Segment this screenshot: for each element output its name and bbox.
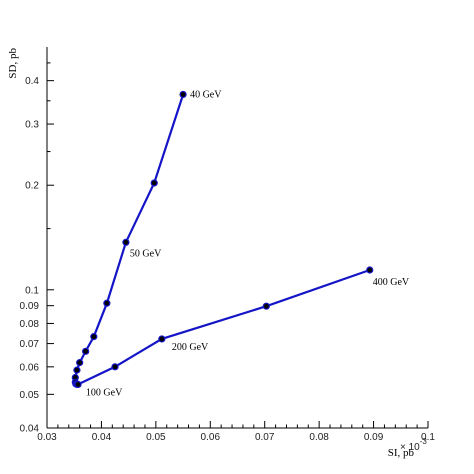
data-point (158, 335, 166, 343)
data-point (122, 238, 130, 246)
point-annotation: 400 GeV (373, 277, 410, 288)
point-labels: 40 GeV 50 GeV 100 GeV 200 GeV 400 GeV (86, 89, 410, 398)
y-tick-label: 0.3 (25, 120, 39, 131)
x-axis-multiplier-base: × 10 (400, 442, 420, 453)
x-tick-label: 0.1 (421, 432, 435, 443)
data-point (74, 380, 82, 389)
x-tick-label: 0.03 (37, 432, 57, 443)
data-point (262, 302, 270, 310)
data-point (150, 179, 158, 187)
data-point (82, 347, 90, 355)
series-group (71, 90, 374, 389)
data-point (111, 363, 119, 371)
y-tick-label: 0.09 (20, 301, 40, 312)
x-tick-label: 0.04 (92, 432, 112, 443)
data-point (103, 299, 111, 307)
y-axis-label: SD, pb (7, 48, 19, 79)
y-tick-label: 0.08 (20, 319, 40, 330)
y-tick-label: 0.05 (20, 390, 40, 401)
point-annotation: 50 GeV (130, 248, 162, 259)
x-tick-label: 0.08 (309, 432, 329, 443)
data-point (179, 90, 187, 99)
point-annotation: 100 GeV (86, 387, 123, 398)
y-tick-label: 0.04 (20, 424, 40, 435)
y-tick-label: 0.06 (20, 362, 40, 373)
x-tick-label: 0.06 (201, 432, 221, 443)
y-tick-label: 0.2 (25, 181, 39, 192)
point-annotation: 200 GeV (172, 342, 209, 353)
x-tick-label: 0.05 (146, 432, 166, 443)
x-axis-label: SI, pb (388, 447, 415, 459)
data-point (366, 266, 374, 274)
y-tick-label: 0.07 (20, 339, 40, 350)
x-axis-multiplier-exponent: -3 (420, 437, 428, 446)
x-tick-label: 0.09 (364, 432, 384, 443)
data-point (90, 333, 98, 341)
axes: 0.03 0.04 0.05 0.06 0.07 0.08 0.09 0.10.040.050… (20, 47, 435, 443)
point-annotation: 40 GeV (190, 89, 222, 100)
y-tick-label: 0.1 (25, 285, 39, 296)
y-tick-label: 0.4 (25, 76, 39, 87)
data-point (73, 366, 81, 374)
data-point (76, 359, 84, 367)
x-tick-label: 0.07 (255, 432, 275, 443)
x-axis-multiplier: × 10-3 (400, 437, 427, 453)
series-line (74, 94, 371, 386)
